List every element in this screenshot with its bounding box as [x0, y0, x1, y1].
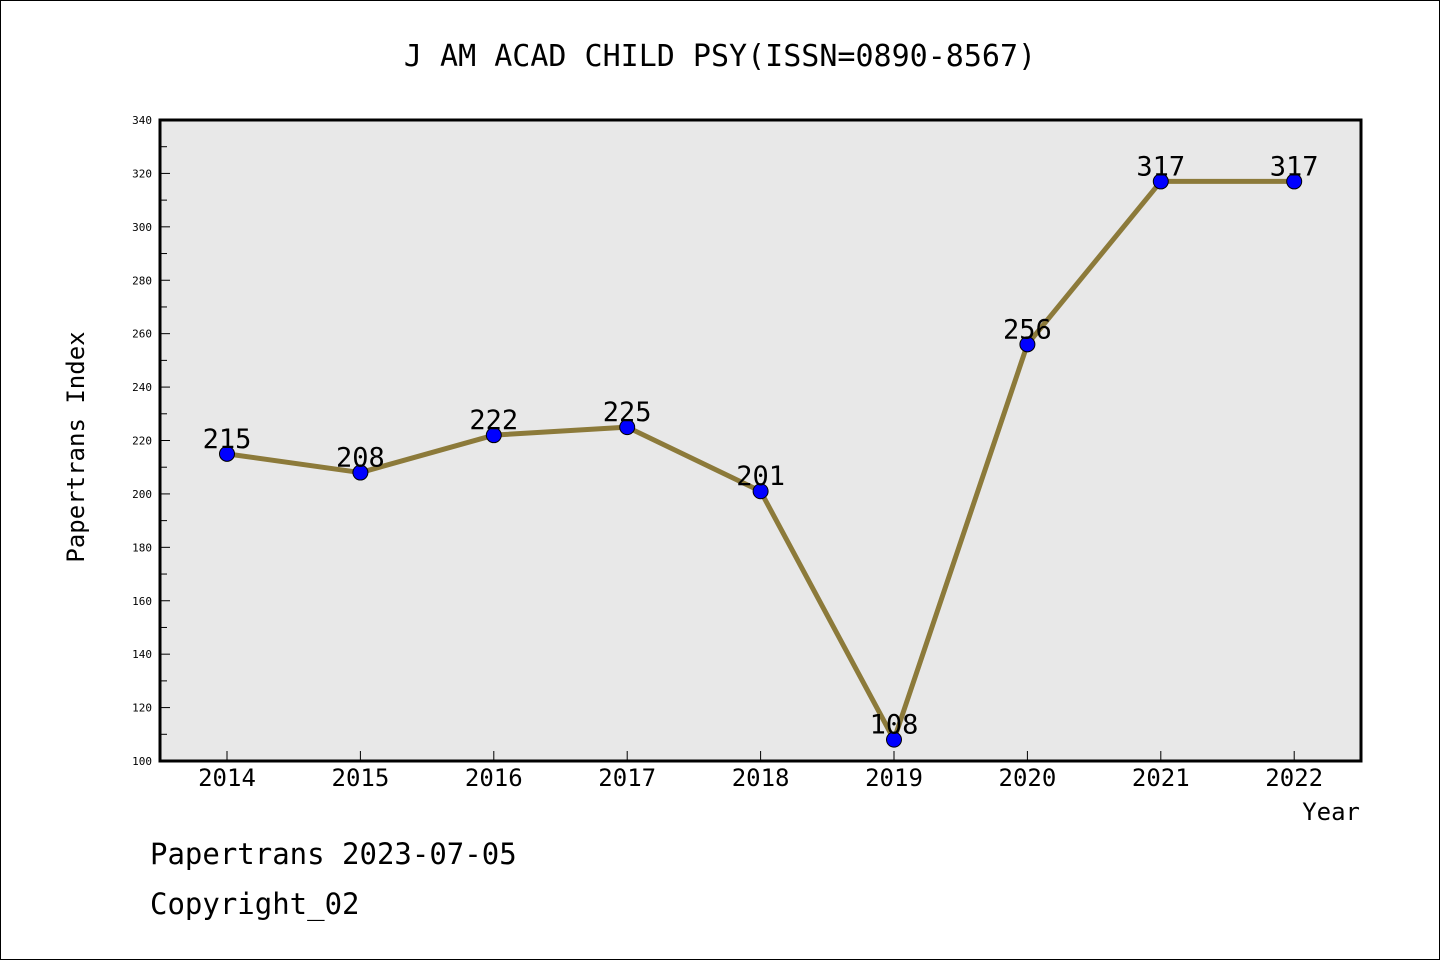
data-label: 208 [336, 443, 385, 474]
x-tick-label: 2020 [999, 764, 1057, 792]
data-point [886, 731, 902, 748]
data-label: 225 [603, 397, 652, 428]
data-label: 256 [1003, 314, 1052, 345]
x-axis: 2014 2015 2016 2017 2018 2019 2020 2021 2022 [198, 751, 1323, 792]
y-tick-label: 120 [132, 702, 152, 715]
y-axis: 100 120 140 160 180 200 220 240 260 280 300 320 340 [132, 114, 170, 768]
y-tick-label: 100 [132, 755, 152, 768]
data-label: 317 [1270, 151, 1319, 182]
y-tick-label: 160 [132, 595, 152, 608]
data-point [485, 427, 502, 444]
chart-title: J AM ACAD CHILD PSY(ISSN=0890-8567) [404, 39, 1036, 74]
footer-copyright: Copyright_02 [150, 887, 360, 922]
y-tick-label: 320 [132, 167, 152, 180]
x-tick-label: 2015 [332, 764, 390, 792]
x-tick-label: 2022 [1265, 764, 1323, 792]
data-label: 201 [736, 461, 785, 492]
x-tick-label: 2017 [598, 764, 656, 792]
data-point [619, 419, 636, 436]
y-tick-label: 280 [132, 274, 152, 287]
x-tick-label: 2018 [732, 764, 790, 792]
series-layer: 215 208 222 225 201 108 256 317 317 [203, 151, 1319, 748]
x-tick-label: 2016 [465, 764, 523, 792]
data-point [752, 483, 769, 500]
data-point [352, 464, 369, 481]
y-tick-label: 240 [132, 381, 152, 394]
data-label: 222 [469, 405, 518, 436]
y-tick-label: 340 [132, 114, 152, 127]
data-point [219, 445, 235, 462]
y-tick-label: 300 [132, 221, 152, 234]
y-tick-label: 140 [132, 648, 152, 661]
y-tick-label: 260 [132, 328, 152, 341]
y-tick-label: 220 [132, 435, 152, 448]
footer-date: Papertrans 2023-07-05 [150, 837, 517, 871]
data-point [1019, 336, 1036, 353]
data-point [1286, 173, 1303, 190]
data-point [1152, 173, 1169, 190]
plot-area [158, 118, 1363, 763]
data-label: 215 [203, 424, 252, 455]
data-label: 317 [1136, 151, 1185, 182]
data-label: 108 [870, 710, 919, 741]
x-tick-label: 2021 [1132, 764, 1190, 792]
y-tick-label: 180 [132, 541, 152, 554]
x-axis-title: Year [1302, 798, 1360, 826]
y-tick-label: 200 [132, 488, 152, 501]
y-axis-title: Papertrans Index [62, 331, 90, 562]
x-tick-label: 2019 [865, 764, 923, 792]
x-tick-label: 2014 [198, 764, 256, 792]
